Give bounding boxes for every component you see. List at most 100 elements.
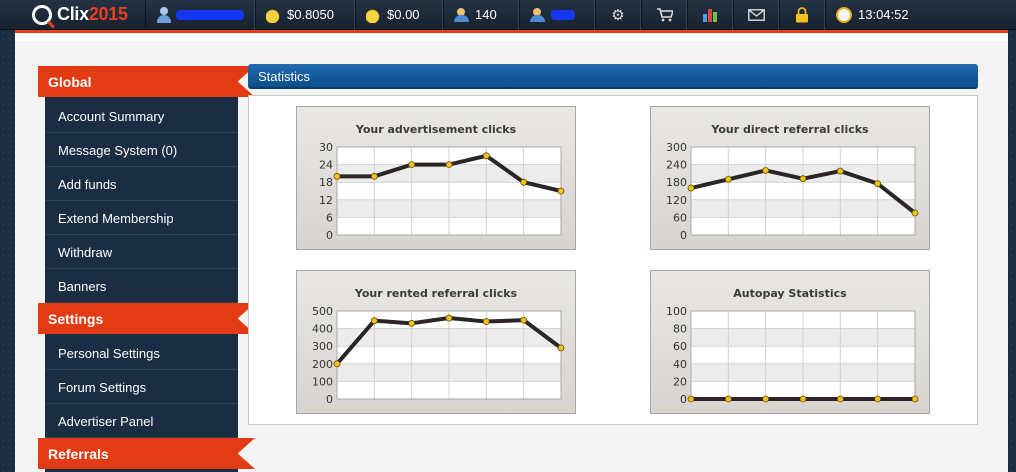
clock-time: 13:04:52 [858,7,909,22]
y-tick-label: 180 [666,176,687,189]
sidebar-item-advertiser-panel[interactable]: Advertiser Panel [45,404,238,438]
sidebar-section-referrals: Referrals [38,438,255,471]
y-tick-label: 20 [673,375,687,388]
y-tick-label: 40 [673,358,687,371]
redacted-username [176,9,244,20]
chart-title: Your rented referral clicks [354,287,518,300]
lock-icon [796,6,808,22]
data-point[interactable] [333,360,341,368]
chart-direct-referral-clicks: Your direct referral clicks 300 240 180 120 6… [650,106,930,250]
data-point[interactable] [762,167,770,174]
data-point[interactable] [911,395,919,403]
rented-referrals-count: 140 [475,7,497,22]
data-point[interactable] [836,395,844,403]
sidebar-item-forum-settings[interactable]: Forum Settings [45,370,238,404]
redacted-direct-referrals [551,9,575,20]
chart-autopay-statistics: Autopay Statistics 100 80 60 40 20 0 [650,270,930,414]
data-point[interactable] [482,318,490,325]
y-tick-label: 60 [673,340,687,353]
sidebar-section-global: Global [38,66,255,99]
section-title-referrals: Referrals [38,438,255,469]
sidebar-item-banners[interactable]: Banners [45,269,238,303]
data-point[interactable] [557,344,565,352]
data-point[interactable] [520,316,528,324]
username-item[interactable] [145,0,255,30]
data-point[interactable] [520,178,528,186]
data-point[interactable] [557,187,565,195]
chart-rented-referral-clicks: Your rented referral clicks 500 400 300 200 1… [296,270,576,414]
chart-title: Your direct referral clicks [710,123,869,136]
data-point[interactable] [445,314,453,322]
data-point[interactable] [874,180,882,188]
user-icon [156,6,172,23]
direct-referrals-item[interactable] [519,0,595,30]
y-tick-label: 300 [312,340,333,353]
sidebar-item-extend-membership[interactable]: Extend Membership [45,201,238,235]
data-point[interactable] [799,175,807,183]
shop-button[interactable] [641,0,687,30]
data-point[interactable] [333,172,341,180]
data-point[interactable] [799,395,807,403]
y-tick-label: 120 [666,194,687,207]
y-tick-label: 18 [319,176,333,189]
y-tick-label: 6 [326,211,333,224]
clock-item: 13:04:52 [825,0,925,30]
data-point[interactable] [724,175,732,183]
y-tick-label: 60 [673,211,687,224]
stats-icon [703,9,717,22]
y-tick-label: 200 [312,358,333,371]
coins-icon [366,6,382,23]
sidebar-item-add-funds[interactable]: Add funds [45,167,238,201]
cart-icon [656,8,673,22]
security-button[interactable] [779,0,825,30]
y-tick-label: 0 [326,229,333,242]
y-tick-label: 100 [666,305,687,318]
purchase-balance-value: $0.00 [387,7,420,22]
sidebar-item-message-system[interactable]: Message System (0) [45,133,238,167]
sidebar-item-personal-settings[interactable]: Personal Settings [45,336,238,370]
chart-svg: Autopay Statistics 100 80 60 40 20 0 [666,287,919,406]
y-tick-label: 0 [680,393,687,406]
section-title-global: Global [38,66,255,97]
data-point[interactable] [370,172,378,180]
data-point[interactable] [482,152,490,160]
y-tick-label: 12 [319,194,333,207]
y-tick-label: 300 [666,141,687,154]
sidebar-section-settings: Settings [38,303,255,336]
top-bar: Clix2015 $0.8050 $0.00 140 ⚙ 13:04:52 [0,0,1016,30]
rented-referrals-item[interactable]: 140 [443,0,519,30]
data-point[interactable] [408,161,416,168]
chart-svg: Your advertisement clicks 30 24 18 12 6 0 [319,123,565,242]
y-tick-label: 24 [319,159,333,172]
site-logo[interactable]: Clix2015 [0,0,145,30]
sidebar-item-withdraw[interactable]: Withdraw [45,235,238,269]
mail-icon [747,8,765,21]
chart-advertisement-clicks: Your advertisement clicks 30 24 18 12 6 0 [296,106,576,250]
y-tick-label: 0 [680,229,687,242]
messages-button[interactable] [733,0,779,30]
balance-value: $0.8050 [287,7,334,22]
sidebar-item-account-summary[interactable]: Account Summary [45,99,238,133]
y-tick-label: 240 [666,159,687,172]
y-tick-label: 80 [673,323,687,336]
settings-button[interactable]: ⚙ [595,0,641,30]
data-point[interactable] [445,161,453,168]
chart-title: Autopay Statistics [733,287,847,300]
data-point[interactable] [408,319,416,327]
data-point[interactable] [724,395,732,403]
data-point[interactable] [762,395,770,403]
gear-icon: ⚙ [611,6,625,24]
chart-svg: Your rented referral clicks 500 400 300 200 1… [312,287,565,406]
chart-svg: Your direct referral clicks 300 240 180 120 6… [666,123,919,242]
balance-item[interactable]: $0.8050 [255,0,355,30]
stats-button[interactable] [687,0,733,30]
data-point[interactable] [687,395,695,403]
coins-icon [266,6,282,23]
data-point[interactable] [911,209,919,217]
data-point[interactable] [370,317,378,325]
data-point[interactable] [836,167,844,175]
statistics-header: Statistics [248,64,978,89]
data-point[interactable] [687,184,695,192]
data-point[interactable] [874,395,882,403]
purchase-balance-item[interactable]: $0.00 [355,0,443,30]
